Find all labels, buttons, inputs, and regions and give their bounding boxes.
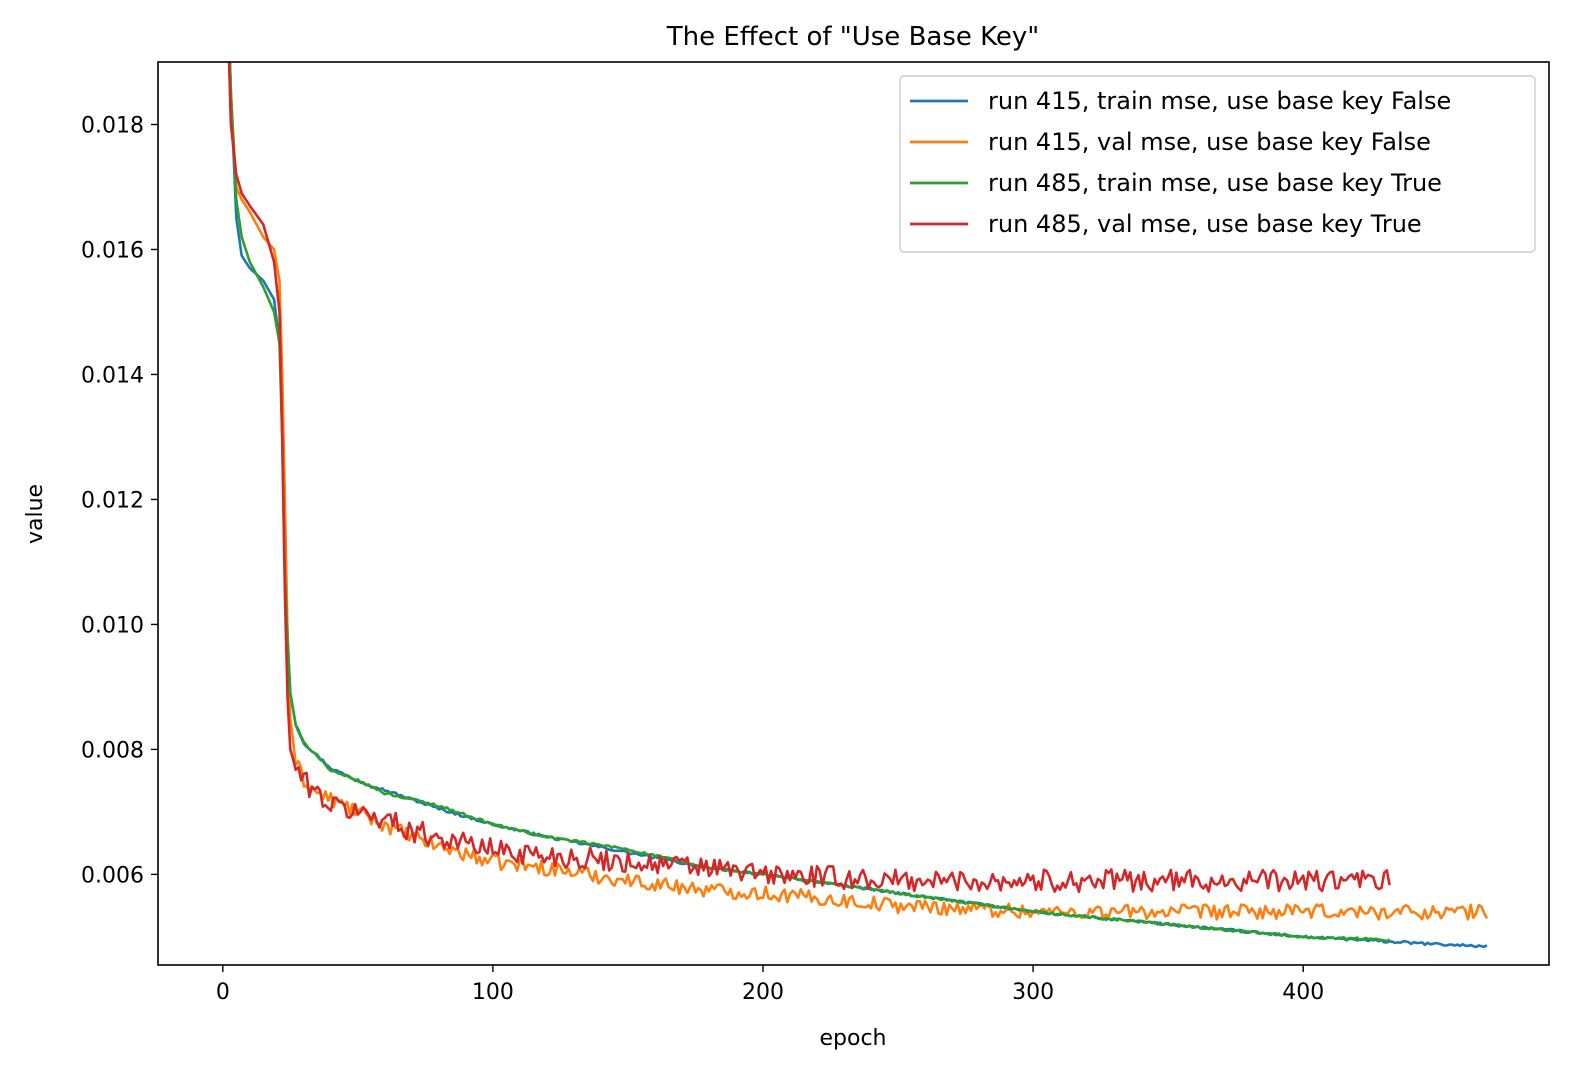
y-tick-label: 0.014 bbox=[81, 363, 144, 388]
legend-label-1: run 415, train mse, use base key False bbox=[988, 87, 1451, 115]
legend-label-4: run 485, val mse, use base key True bbox=[988, 210, 1422, 238]
y-tick-label: 0.018 bbox=[81, 113, 144, 138]
x-tick-label: 300 bbox=[1012, 980, 1054, 1005]
chart-title: The Effect of "Use Base Key" bbox=[666, 22, 1040, 52]
series-line-4 bbox=[227, 62, 1391, 894]
x-tick-label: 200 bbox=[742, 980, 784, 1005]
x-tick-label: 0 bbox=[216, 980, 230, 1005]
legend: run 415, train mse, use base key False ru… bbox=[899, 75, 1536, 253]
x-axis-label: epoch bbox=[820, 1026, 887, 1051]
y-tick-label: 0.006 bbox=[81, 863, 144, 888]
y-tick-label: 0.010 bbox=[81, 613, 144, 638]
x-tick-label: 100 bbox=[472, 980, 514, 1005]
series-line-3 bbox=[228, 62, 1391, 943]
series-line-2 bbox=[228, 62, 1489, 921]
plot-frame bbox=[157, 61, 1550, 966]
x-tick-label: 400 bbox=[1282, 980, 1324, 1005]
y-tick-label: 0.012 bbox=[81, 488, 144, 513]
series-layer bbox=[227, 62, 1489, 949]
x-axis-ticks: 0 100 200 300 400 bbox=[216, 965, 1324, 1005]
y-tick-label: 0.008 bbox=[81, 738, 144, 763]
y-axis-ticks: 0.006 0.008 0.010 0.012 0.014 0.016 0.018 bbox=[81, 113, 158, 888]
legend-box bbox=[899, 75, 1536, 253]
legend-label-3: run 485, train mse, use base key True bbox=[988, 169, 1442, 197]
y-axis-label: value bbox=[23, 484, 48, 544]
y-tick-label: 0.016 bbox=[81, 238, 144, 263]
legend-label-2: run 415, val mse, use base key False bbox=[988, 128, 1431, 156]
